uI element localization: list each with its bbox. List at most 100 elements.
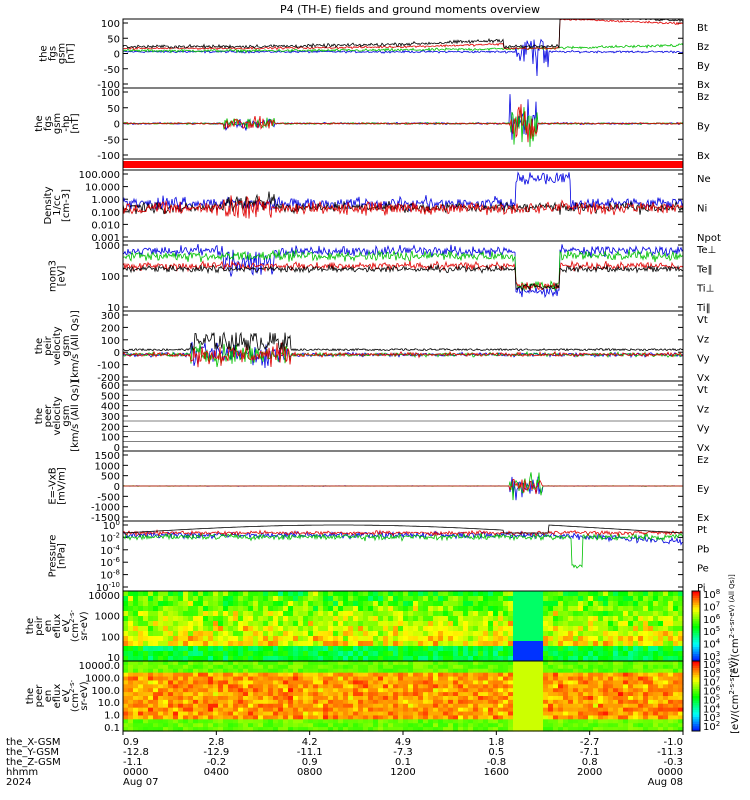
spectrogram-cell (183, 611, 189, 617)
spectrogram-cell (493, 641, 499, 647)
spectrogram-cell (618, 621, 624, 627)
spectrogram-cell (603, 656, 609, 662)
spectrogram-cell (293, 601, 299, 607)
spectrogram-cell (653, 606, 659, 612)
spectrogram-cell (143, 676, 149, 682)
spectrogram-cell (413, 696, 419, 701)
spectrogram-cell (523, 696, 529, 701)
spectrogram-cell (648, 676, 654, 682)
spectrogram-cell (193, 661, 199, 666)
spectrogram-cell (528, 631, 534, 637)
spectrogram-cell (348, 616, 354, 622)
spectrogram-cell (483, 621, 489, 627)
spectrogram-cell (198, 707, 204, 713)
spectrogram-cell (473, 616, 479, 622)
y-axis-label-line: the (25, 618, 36, 634)
spectrogram-cell (398, 723, 404, 728)
spectrogram-cell (233, 684, 239, 689)
spectrogram-cell (123, 715, 129, 720)
legend-entry: Vz (697, 334, 709, 345)
spectrogram-cell (583, 668, 589, 674)
spectrogram-cell (378, 707, 384, 713)
spectrogram-cell (128, 703, 134, 709)
spectrogram-cell (283, 684, 289, 689)
spectrogram-cell (223, 641, 229, 647)
spectrogram-cell (563, 591, 569, 597)
spectrogram-cell (493, 636, 499, 642)
spectrogram-cell (283, 719, 289, 724)
spectrogram-cell (568, 684, 574, 689)
spectrogram-cell (348, 707, 354, 713)
spectrogram-cell (568, 711, 574, 717)
spectrogram-cell (148, 626, 154, 632)
colorbar-cell (692, 703, 700, 706)
y-axis-label-line: peer (43, 404, 54, 428)
spectrogram-cell (128, 651, 134, 657)
spectrogram-cell (268, 591, 274, 597)
spectrogram-cell (233, 611, 239, 617)
spectrogram-cell (598, 668, 604, 674)
spectrogram-cell (673, 727, 679, 732)
spectrogram-cell (608, 641, 614, 647)
spectrogram-cell (418, 651, 424, 657)
spectrogram-cell (243, 711, 249, 717)
legend-entry: Npot (697, 233, 721, 244)
spectrogram-cell (578, 596, 584, 602)
spectrogram-cell (363, 696, 369, 701)
spectrogram-cell (523, 651, 529, 657)
spectrogram-cell (553, 656, 559, 662)
spectrogram-cell (593, 656, 599, 662)
spectrogram-cell (498, 601, 504, 607)
spectrogram-cell (398, 606, 404, 612)
spectrogram-cell (363, 672, 369, 678)
spectrogram-cell (173, 636, 179, 642)
spectrogram-cell (313, 688, 319, 693)
spectrogram-cell (368, 684, 374, 689)
spectrogram-cell (658, 707, 664, 713)
spectrogram-cell (508, 591, 514, 597)
spectrogram-cell (208, 715, 214, 720)
spectrogram-cell (403, 680, 409, 685)
spectrogram-cell (493, 651, 499, 657)
spectrogram-cell (633, 616, 639, 622)
spectrogram-cell (293, 672, 299, 678)
spectrogram-cell (523, 692, 529, 697)
spectrogram-cell (398, 611, 404, 617)
spectrogram-cell (223, 723, 229, 728)
spectrogram-cell (268, 606, 274, 612)
spectrogram-cell (368, 715, 374, 720)
spectrogram-cell (123, 723, 129, 728)
spectrogram-cell (293, 684, 299, 689)
spectrogram-cell (193, 606, 199, 612)
spectrogram-cell (308, 636, 314, 642)
spectrogram-cell (453, 696, 459, 701)
spectrogram-cell (538, 692, 544, 697)
spectrogram-cell (293, 656, 299, 662)
spectrogram-cell (368, 676, 374, 682)
spectrogram-cell (468, 699, 474, 705)
spectrogram-cell (363, 664, 369, 670)
colorbar-cell (692, 665, 700, 669)
spectrogram-cell (358, 715, 364, 720)
spectrogram-cell (433, 719, 439, 724)
spectrogram-cell (618, 692, 624, 697)
spectrogram-cell (548, 699, 554, 705)
spectrogram-cell (448, 715, 454, 720)
spectrogram-cell (243, 661, 249, 666)
spectrogram-cell (268, 601, 274, 607)
y-tick-label: -100 (97, 361, 120, 372)
spectrogram-cell (203, 664, 209, 670)
spectrogram-cell (343, 703, 349, 709)
spectrogram-cell (418, 696, 424, 701)
spectrogram-cell (448, 711, 454, 717)
spectrogram-cell (473, 711, 479, 717)
spectrogram-cell (588, 692, 594, 697)
spectrogram-cell (623, 727, 629, 732)
spectrogram-cell (363, 723, 369, 728)
spectrogram-cell (618, 672, 624, 678)
y-axis-label-line: gsm (61, 405, 72, 426)
spectrogram-cell (458, 680, 464, 685)
spectrogram-cell (388, 727, 394, 732)
spectrogram-cell (398, 641, 404, 647)
spectrogram-cell (353, 636, 359, 642)
